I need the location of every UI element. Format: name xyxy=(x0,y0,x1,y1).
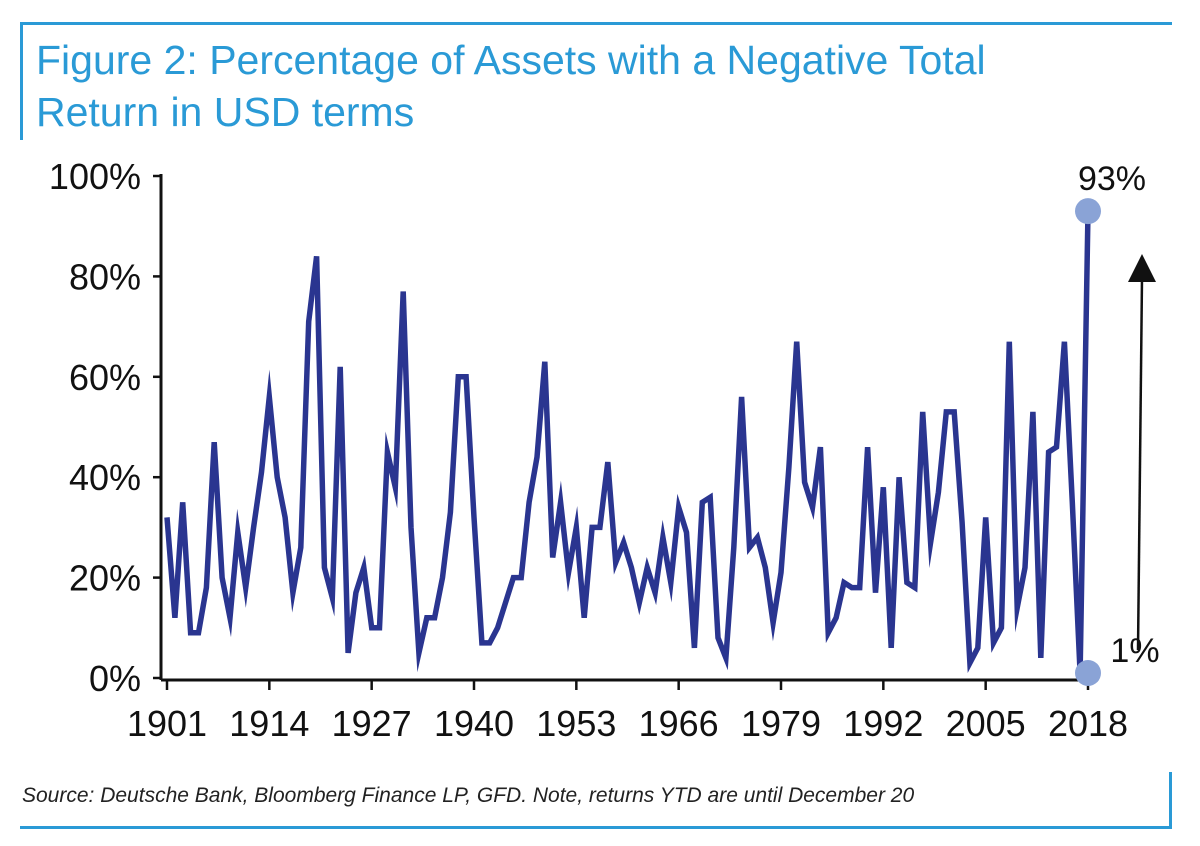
chart-title-line-1: Figure 2: Percentage of Assets with a Ne… xyxy=(36,37,986,83)
x-tick-label: 1966 xyxy=(639,703,719,744)
x-tick-label: 1979 xyxy=(741,703,821,744)
highlight-marker xyxy=(1075,659,1101,686)
x-tick-label: 1914 xyxy=(229,703,309,744)
chart-title: Figure 2: Percentage of Assets with a Ne… xyxy=(36,34,1156,138)
frame-left-rule xyxy=(20,22,23,140)
annotations: 93% 1% xyxy=(1078,160,1160,670)
chart-title-line-2: Return in USD terms xyxy=(36,89,415,135)
y-tick-label: 0% xyxy=(89,658,141,699)
frame-top-rule xyxy=(20,22,1172,25)
arrow-shaft xyxy=(1136,277,1144,651)
highlight-markers xyxy=(1075,198,1101,686)
line-chart: 0%20%40%60%80%100% 1901 1914 1927 1940 1953 1… xyxy=(49,156,1160,744)
x-tick-label: 1901 xyxy=(127,703,207,744)
y-tick-label: 40% xyxy=(69,457,141,498)
y-axis-ticks: 0% 20% 40% 60% 80% 100% xyxy=(49,156,161,699)
annotation-label: 93% xyxy=(1078,160,1146,198)
frame-right-rule xyxy=(1169,772,1172,829)
x-tick-label: 1953 xyxy=(536,703,616,744)
arrow-head xyxy=(1128,254,1156,282)
highlight-marker xyxy=(1075,198,1101,225)
chart-axes xyxy=(159,174,1098,682)
data-series xyxy=(164,211,1091,674)
x-tick-label: 1992 xyxy=(843,703,923,744)
x-tick-label: 2018 xyxy=(1048,703,1128,744)
source-note: Source: Deutsche Bank, Bloomberg Finance… xyxy=(22,784,915,807)
annotation-label: 1% xyxy=(1110,632,1159,670)
series-line xyxy=(164,211,1091,674)
x-tick-label: 1927 xyxy=(332,703,412,744)
y-tick-label: 20% xyxy=(69,558,141,599)
x-tick-label: 1940 xyxy=(434,703,514,744)
x-axis-ticks: 1901 1914 1927 1940 1953 1966 1979 1992 2005 2018 xyxy=(127,680,1128,744)
x-tick-label: 2005 xyxy=(946,703,1026,744)
up-arrow xyxy=(1128,254,1156,651)
y-tick-label: 80% xyxy=(69,256,141,297)
frame-bottom-rule xyxy=(20,826,1172,829)
y-tick-label: 100% xyxy=(49,156,141,197)
y-tick-label: 60% xyxy=(69,357,141,398)
